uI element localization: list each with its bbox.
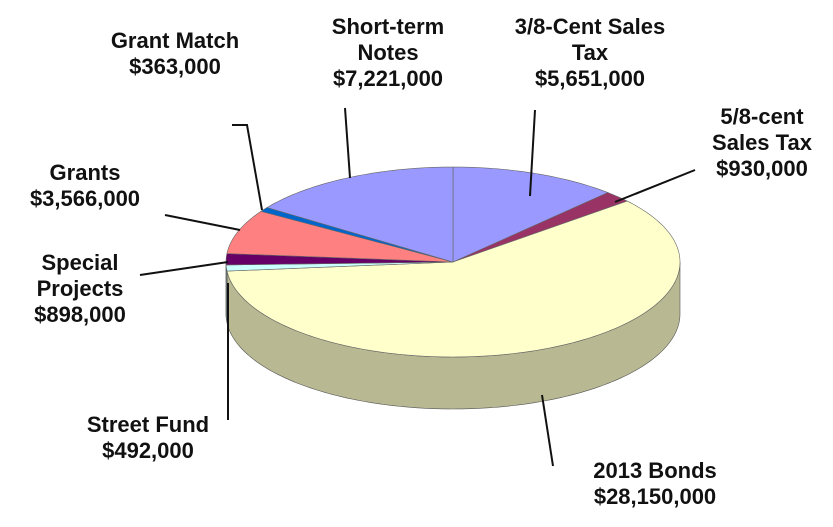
slice-name: Grant Match [110,28,240,53]
slice-name: 5/8-cent Sales Tax [712,104,812,155]
leader-line [541,394,554,467]
slice-label: Grant Match $363,000 [105,28,245,80]
slice-name: 2013 Bonds [593,458,717,483]
slice-value: $3,566,000 [29,186,141,211]
slice-name: 3/8-Cent Sales Tax [514,14,666,65]
slice-label: Short-term Notes $7,221,000 [303,14,473,92]
slice-label: 3/8-Cent Sales Tax $5,651,000 [510,14,670,92]
slice [452,166,609,263]
leader-line [529,109,536,197]
slice-label: 2013 Bonds $28,150,000 [555,458,755,510]
slice-value: $5,651,000 [534,66,646,91]
slice-value: $898,000 [34,302,126,327]
slice-value: $28,150,000 [593,484,717,509]
slice-name: Special Projects [36,250,124,301]
slice-name: Street Fund [86,412,210,437]
slice-value: $930,000 [716,156,808,181]
slice [226,210,454,263]
leader-line [344,107,351,179]
slice-label: Grants $3,566,000 [0,160,170,212]
slice-name: Grants [49,160,121,185]
slice-label: Street Fund $492,000 [58,412,238,464]
slice [452,192,628,263]
slice-label: Special Projects $898,000 [0,250,160,328]
slice-value: $363,000 [129,54,221,79]
leader-line [232,124,263,211]
slice-value: $492,000 [102,438,194,463]
slice [226,200,681,358]
leader-line [614,169,696,203]
leader-line [164,214,241,231]
slice-value: $7,221,000 [332,66,444,91]
slice-name: Short-term Notes [331,14,445,65]
slice-label: 5/8-cent Sales Tax $930,000 [692,104,832,182]
slice [225,253,454,266]
slice [266,166,454,263]
leader-line [139,261,229,276]
